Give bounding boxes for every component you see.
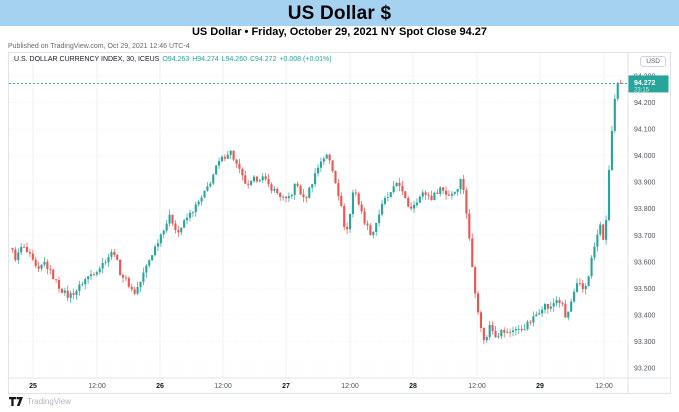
legend-close-value: C94.272 — [250, 56, 277, 63]
svg-text:93.500: 93.500 — [634, 286, 656, 293]
legend-low-value: L94.260 — [221, 56, 247, 63]
tradingview-logo[interactable] — [9, 397, 23, 406]
svg-text:93.400: 93.400 — [634, 312, 656, 319]
legend-open-value: O94.263 — [162, 56, 190, 63]
svg-text:12:00: 12:00 — [214, 383, 232, 390]
svg-text:94.100: 94.100 — [634, 127, 656, 134]
svg-text:93.900: 93.900 — [634, 180, 656, 187]
legend-high-value: H94.274 — [192, 56, 219, 63]
legend-change-value: +0.008 (+0.01%) — [279, 56, 332, 63]
svg-text:94.000: 94.000 — [634, 153, 656, 160]
candlestick-chart[interactable]: 94.30094.20094.10094.00093.90093.80093.7… — [9, 53, 670, 393]
chart-legend: U.S. DOLLAR CURRENCY INDEX, 30, ICEUS O94… — [14, 56, 335, 63]
svg-text:93.300: 93.300 — [634, 339, 656, 346]
svg-text:93.800: 93.800 — [634, 206, 656, 213]
svg-text:94.272: 94.272 — [634, 80, 656, 87]
svg-text:93.700: 93.700 — [634, 233, 656, 240]
svg-text:12:00: 12:00 — [468, 383, 486, 390]
svg-text:12:00: 12:00 — [341, 383, 359, 390]
time-axis[interactable] — [9, 378, 628, 393]
svg-text:12:00: 12:00 — [595, 383, 613, 390]
published-line: Published on TradingView.com, Oct 29, 20… — [8, 43, 190, 50]
svg-text:27: 27 — [282, 383, 290, 390]
header-band: US Dollar $ — [0, 0, 679, 26]
svg-text:26: 26 — [156, 383, 164, 390]
svg-text:93.600: 93.600 — [634, 259, 656, 266]
svg-text:28: 28 — [409, 383, 417, 390]
svg-text:25: 25 — [29, 383, 37, 390]
svg-text:23:15: 23:15 — [634, 87, 650, 93]
tradingview-logo-text[interactable]: TradingView — [27, 397, 72, 406]
chart-widget: 94.30094.20094.10094.00093.90093.80093.7… — [8, 52, 671, 394]
legend-symbol: U.S. DOLLAR CURRENCY INDEX, 30, ICEUS — [14, 56, 160, 63]
page-subtitle: US Dollar • Friday, October 29, 2021 NY … — [191, 26, 488, 38]
currency-button[interactable]: USD — [640, 56, 666, 67]
svg-text:94.200: 94.200 — [634, 100, 656, 107]
svg-text:12:00: 12:00 — [88, 383, 106, 390]
price-axis[interactable] — [628, 53, 670, 377]
svg-text:29: 29 — [536, 383, 544, 390]
page-title: US Dollar $ — [287, 3, 392, 24]
svg-text:93.200: 93.200 — [634, 366, 656, 373]
tradingview-attribution: TradingView — [9, 397, 71, 406]
